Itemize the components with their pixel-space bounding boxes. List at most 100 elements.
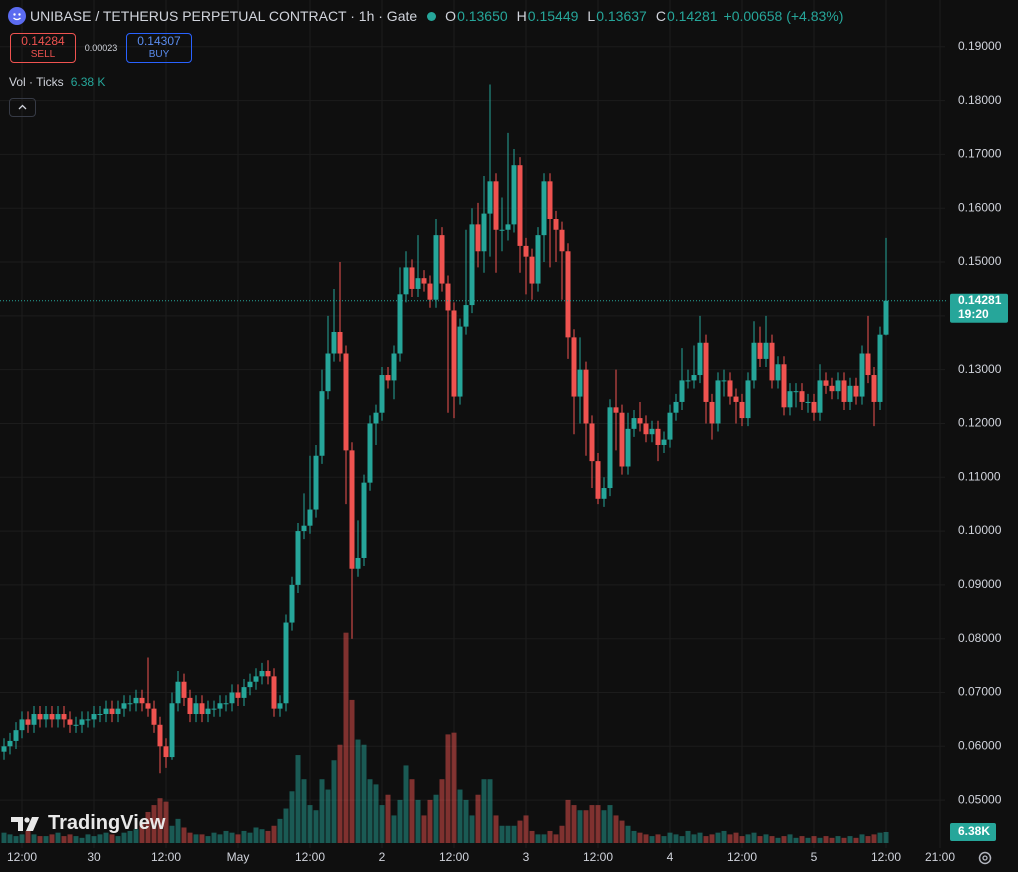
volume-bar [79, 837, 85, 843]
volume-bar [85, 834, 91, 843]
volume-bar [667, 832, 673, 843]
candle-body [157, 724, 163, 747]
candle-body [727, 380, 733, 397]
candle-body [415, 278, 421, 289]
volume-bar [127, 830, 133, 843]
candle-body [649, 428, 655, 435]
volume-bar [217, 834, 223, 843]
candle-body [85, 719, 91, 721]
candle-body [151, 708, 157, 725]
candle-body [865, 353, 871, 376]
chevron-path [18, 104, 27, 110]
candle-body [391, 353, 397, 381]
collapse-button[interactable] [9, 98, 36, 117]
volume-bar [835, 836, 841, 843]
candle-body [721, 380, 727, 382]
volume-bar [403, 765, 409, 843]
candle-body [199, 703, 205, 715]
volume-bar [721, 830, 727, 843]
brand-dot [24, 816, 30, 823]
volume-bar [373, 784, 379, 843]
volume-bar [643, 834, 649, 843]
candle-body [589, 423, 595, 462]
volume-bar [97, 834, 103, 843]
volume-bar [463, 799, 469, 843]
candle-body [145, 703, 151, 709]
candle-body [247, 681, 253, 688]
candle-body [655, 428, 661, 445]
candle-body [445, 283, 451, 311]
candle-body [661, 439, 667, 445]
sell-button[interactable]: 0.14284 SELL [10, 33, 76, 63]
candle-body [787, 391, 793, 408]
last-price-label: 0.14281 [958, 293, 1002, 307]
countdown-label: 19:20 [958, 307, 989, 321]
volume-layer [1, 632, 889, 843]
candle-body [475, 224, 481, 252]
volume-bar [19, 834, 25, 843]
volume-bar [709, 834, 715, 843]
volume-bar [691, 834, 697, 843]
volume-bar [763, 834, 769, 843]
candle-body [667, 412, 673, 440]
candle-body [703, 342, 709, 402]
candle-body [409, 267, 415, 289]
brand-logo: TradingView [10, 812, 165, 835]
volume-bar [307, 805, 313, 843]
candle-body [559, 229, 565, 252]
candle-body [757, 342, 763, 359]
candle-body [685, 380, 691, 382]
volume-bar [133, 829, 139, 843]
candle-body [739, 401, 745, 419]
candle-body [181, 681, 187, 698]
candle-body [715, 380, 721, 424]
x-tick-label: 12:00 [151, 850, 181, 864]
volume-bar [25, 830, 31, 843]
volume-bar [517, 820, 523, 843]
y-tick-label: 0.08000 [958, 631, 1002, 645]
settings-icon[interactable] [978, 851, 992, 865]
brand-mark [11, 816, 39, 831]
candle-body [427, 283, 433, 300]
volume-bar [145, 811, 151, 843]
candle-body [283, 622, 289, 704]
volume-bar [607, 805, 613, 843]
sell-price: 0.14284 [21, 34, 65, 48]
y-tick-label: 0.05000 [958, 792, 1002, 806]
volume-bar [397, 799, 403, 843]
candle-body [109, 708, 115, 715]
volume-bar [157, 798, 163, 843]
x-tick-label: 12:00 [871, 850, 901, 864]
volume-bar [205, 836, 211, 843]
volume-bar [745, 834, 751, 843]
candle-body [769, 342, 775, 381]
candle-body [205, 708, 211, 715]
candle-body [511, 165, 517, 225]
candle-body [487, 181, 493, 214]
buy-button[interactable]: 0.14307 BUY [126, 33, 192, 63]
volume-bar [559, 825, 565, 843]
x-tick-label: 21:00 [925, 850, 955, 864]
x-tick-label: May [227, 850, 250, 864]
icon-circle [8, 7, 26, 25]
volume-bar [349, 699, 355, 843]
volume-bar [493, 815, 499, 843]
volume-bar [37, 836, 43, 843]
candle-body [529, 256, 535, 284]
x-tick-label: 2 [379, 850, 386, 864]
volume-bar [235, 834, 241, 843]
candle-body [535, 235, 541, 284]
candle-body [169, 703, 175, 758]
volume-label-box [950, 823, 996, 842]
candle-body [421, 278, 427, 284]
brand-shape [11, 816, 23, 831]
y-tick-label: 0.16000 [958, 200, 1002, 214]
volume-bar [553, 834, 559, 843]
brand-name: TradingView [48, 812, 166, 834]
volume-bar [475, 794, 481, 843]
volume-bar [433, 794, 439, 843]
volume-bar [1, 832, 7, 843]
candle-body [637, 418, 643, 424]
candle-body [679, 380, 685, 402]
volume-bar [355, 739, 361, 843]
